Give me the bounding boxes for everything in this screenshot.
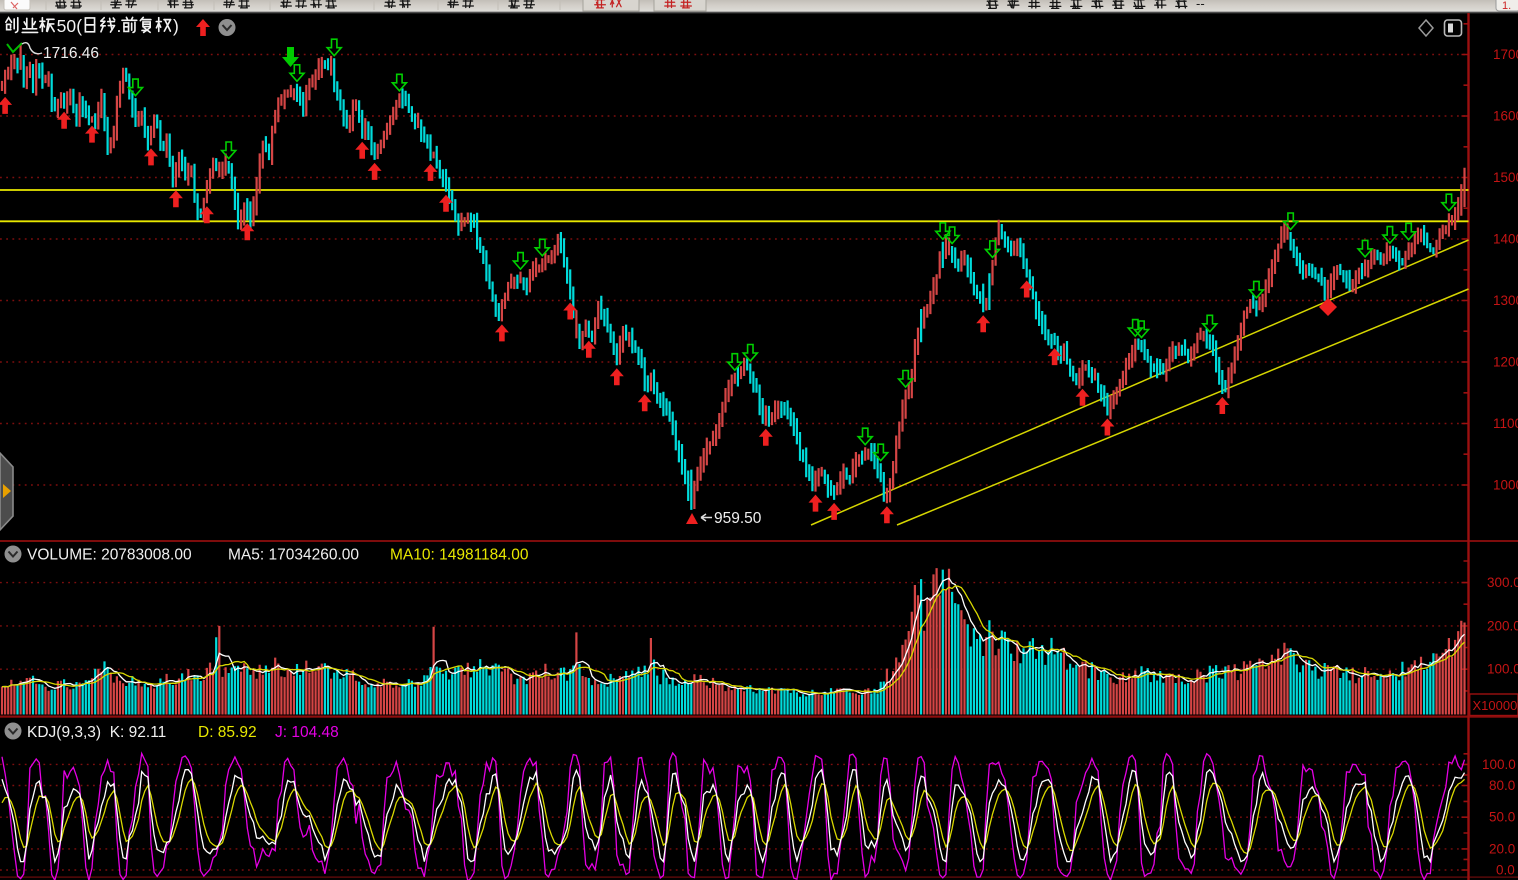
svg-text:50.0: 50.0: [1489, 810, 1515, 825]
svg-text:X10000: X10000: [1473, 698, 1518, 713]
svg-text:5: 5: [57, 16, 67, 36]
svg-text:1400: 1400: [1493, 232, 1518, 247]
svg-text:100.0: 100.0: [1482, 757, 1516, 772]
svg-text:(: (: [76, 16, 82, 36]
svg-text:80.0: 80.0: [1489, 778, 1515, 793]
svg-text:J: 104.48: J: 104.48: [275, 724, 339, 741]
svg-text:20.0: 20.0: [1489, 841, 1515, 856]
svg-text:200.0: 200.0: [1487, 618, 1518, 633]
svg-text:1716.46: 1716.46: [43, 45, 99, 62]
svg-text:100.0: 100.0: [1487, 662, 1518, 677]
svg-text:1200: 1200: [1493, 355, 1518, 370]
svg-text:KDJ(9,3,3) K: 92.11: KDJ(9,3,3) K: 92.11: [27, 724, 166, 741]
svg-text:1700: 1700: [1493, 47, 1518, 62]
svg-text:): ): [173, 16, 179, 36]
svg-text:1.: 1.: [1502, 0, 1511, 12]
svg-text:--: --: [1196, 0, 1205, 11]
svg-text:.: .: [117, 16, 122, 36]
svg-text:1000: 1000: [1493, 478, 1518, 493]
svg-text:1100: 1100: [1493, 416, 1518, 431]
svg-text:1300: 1300: [1493, 293, 1518, 308]
svg-text:300.0: 300.0: [1487, 575, 1518, 590]
svg-text:MA10: 14981184.00: MA10: 14981184.00: [390, 547, 529, 564]
svg-text:0: 0: [66, 16, 76, 36]
svg-text:D: 85.92: D: 85.92: [198, 724, 257, 741]
svg-text:959.50: 959.50: [714, 510, 762, 527]
svg-text:0.0: 0.0: [1496, 863, 1515, 878]
svg-text:1500: 1500: [1493, 170, 1518, 185]
svg-text:1600: 1600: [1493, 109, 1518, 124]
svg-text:MA5: 17034260.00: MA5: 17034260.00: [228, 547, 359, 564]
svg-text:VOLUME: 20783008.00: VOLUME: 20783008.00: [27, 547, 192, 564]
